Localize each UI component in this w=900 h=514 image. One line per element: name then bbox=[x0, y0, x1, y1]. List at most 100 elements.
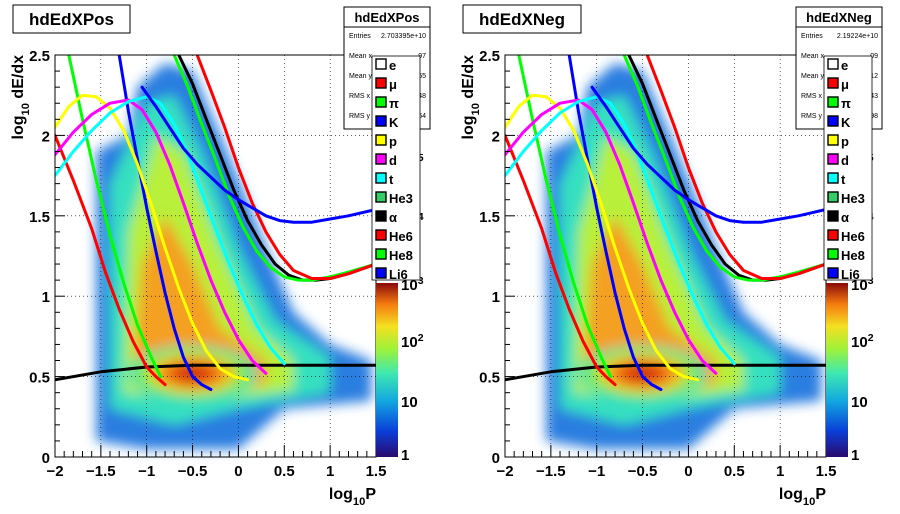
x-tick-label: −0.5 bbox=[178, 463, 208, 480]
y-tick-label: 1.5 bbox=[479, 209, 500, 226]
stats-label: RMS y bbox=[349, 113, 371, 120]
legend-marker bbox=[827, 267, 839, 279]
legend-frame bbox=[371, 55, 421, 281]
legend-marker bbox=[375, 191, 387, 203]
y-tick-label: 0 bbox=[492, 450, 500, 467]
x-tick-label: −1.5 bbox=[86, 463, 116, 480]
legend-marker bbox=[375, 58, 387, 70]
chart-title: hdEdXNeg bbox=[479, 10, 565, 29]
legend-label: e bbox=[389, 58, 396, 73]
legend-label: K bbox=[841, 115, 851, 130]
legend-marker bbox=[827, 77, 839, 89]
y-tick-label: 0.5 bbox=[29, 370, 50, 387]
z-tick-label: 102 bbox=[401, 332, 424, 351]
series-line-1 bbox=[55, 363, 376, 382]
x-tick-label: 1.5 bbox=[816, 463, 837, 480]
legend-marker bbox=[827, 58, 839, 70]
legend-label: t bbox=[389, 172, 394, 187]
legend-marker bbox=[827, 115, 839, 127]
stats-value: 12 bbox=[870, 73, 878, 80]
x-tick-label: 1 bbox=[326, 463, 334, 480]
legend-label: d bbox=[389, 153, 397, 168]
y-tick-label: 1 bbox=[42, 289, 50, 306]
legend-marker bbox=[375, 267, 387, 279]
legend-label: Li6 bbox=[841, 267, 860, 282]
legend-label: He3 bbox=[841, 191, 865, 206]
y-tick-label: 1.5 bbox=[29, 209, 50, 226]
legend-marker bbox=[827, 191, 839, 203]
density-field bbox=[546, 63, 822, 449]
y-axis-title: log10 dE/dx bbox=[460, 55, 482, 140]
chart-panel-1: −2 −1.5 −1 −0.5 0 0.5 1 1.5 0 0.5 1 1.5 2 2.5 log10P lo… bbox=[10, 4, 431, 508]
stats-label: Entries bbox=[801, 33, 823, 40]
series-line-7 bbox=[505, 95, 736, 366]
y-tick-label: 0.5 bbox=[479, 370, 500, 387]
color-palette bbox=[826, 283, 848, 457]
stats-value: 43 bbox=[870, 93, 878, 100]
stats-label: Mean y bbox=[349, 73, 372, 80]
x-tick-label: −1 bbox=[138, 463, 155, 480]
stats-label: Mean x bbox=[801, 53, 824, 60]
x-tick-label: 1 bbox=[776, 463, 784, 480]
series-line-6 bbox=[505, 98, 718, 375]
legend-label: π bbox=[841, 96, 851, 111]
stats-label: RMS x bbox=[801, 93, 823, 100]
legend-marker bbox=[827, 96, 839, 108]
series-line-10 bbox=[195, 55, 376, 280]
legend-label: Li6 bbox=[389, 267, 408, 282]
legend-marker bbox=[827, 248, 839, 260]
legend-label: d bbox=[841, 153, 849, 168]
stats-value: 97 bbox=[418, 53, 426, 60]
x-tick-label: −1 bbox=[588, 463, 605, 480]
legend-marker bbox=[827, 210, 839, 222]
series-group bbox=[55, 55, 376, 391]
stats-label: Entries bbox=[349, 33, 371, 40]
legend-marker bbox=[375, 229, 387, 241]
x-tick-label: 0 bbox=[684, 463, 692, 480]
x-axis-title: log10P bbox=[779, 486, 826, 508]
legend-marker bbox=[375, 248, 387, 260]
chart-panel-2: −2 −1.5 −1 −0.5 0 0.5 1 1.5 0 0.5 1 1.5 2 2.5 log10P lo… bbox=[460, 4, 883, 508]
legend-label: p bbox=[389, 134, 397, 149]
series-line-11 bbox=[590, 85, 826, 224]
series-line-5 bbox=[55, 93, 250, 382]
legend-label: α bbox=[389, 210, 397, 225]
stats-title: hdEdXPos bbox=[354, 10, 419, 25]
legend-marker bbox=[375, 134, 387, 146]
series-line-7 bbox=[55, 95, 286, 366]
title-box bbox=[12, 4, 131, 34]
stats-label: RMS y bbox=[801, 113, 823, 120]
legend-marker bbox=[827, 153, 839, 165]
legend-marker bbox=[827, 172, 839, 184]
legend-marker bbox=[827, 134, 839, 146]
z-tick-label: 103 bbox=[851, 275, 874, 294]
series-line-1 bbox=[505, 363, 826, 382]
stats-label: Mean x bbox=[349, 53, 372, 60]
series-line-6 bbox=[55, 98, 268, 375]
density-field bbox=[96, 63, 372, 449]
x-tick-label: 1.5 bbox=[366, 463, 387, 480]
legend-label: α bbox=[841, 210, 849, 225]
color-palette bbox=[376, 283, 398, 457]
stats-label: RMS x bbox=[349, 93, 371, 100]
series-line-4 bbox=[567, 55, 663, 391]
series-line-3 bbox=[517, 55, 612, 379]
series-group bbox=[505, 55, 826, 391]
y-tick-label: 2.5 bbox=[479, 48, 500, 65]
legend-label: He8 bbox=[841, 248, 865, 263]
y-tick-label: 2.5 bbox=[29, 48, 50, 65]
series-line-10 bbox=[645, 55, 826, 280]
stats-value: 09 bbox=[870, 53, 878, 60]
stats-label: Mean y bbox=[801, 73, 824, 80]
stats-value: 2.703395e+10 bbox=[381, 33, 426, 40]
density-core bbox=[132, 215, 266, 390]
x-tick-label: 0 bbox=[234, 463, 242, 480]
legend-marker bbox=[375, 210, 387, 222]
y-axis-title: log10 dE/dx bbox=[10, 55, 32, 140]
legend-frame bbox=[823, 55, 873, 281]
y-tick-label: 2 bbox=[492, 128, 500, 145]
